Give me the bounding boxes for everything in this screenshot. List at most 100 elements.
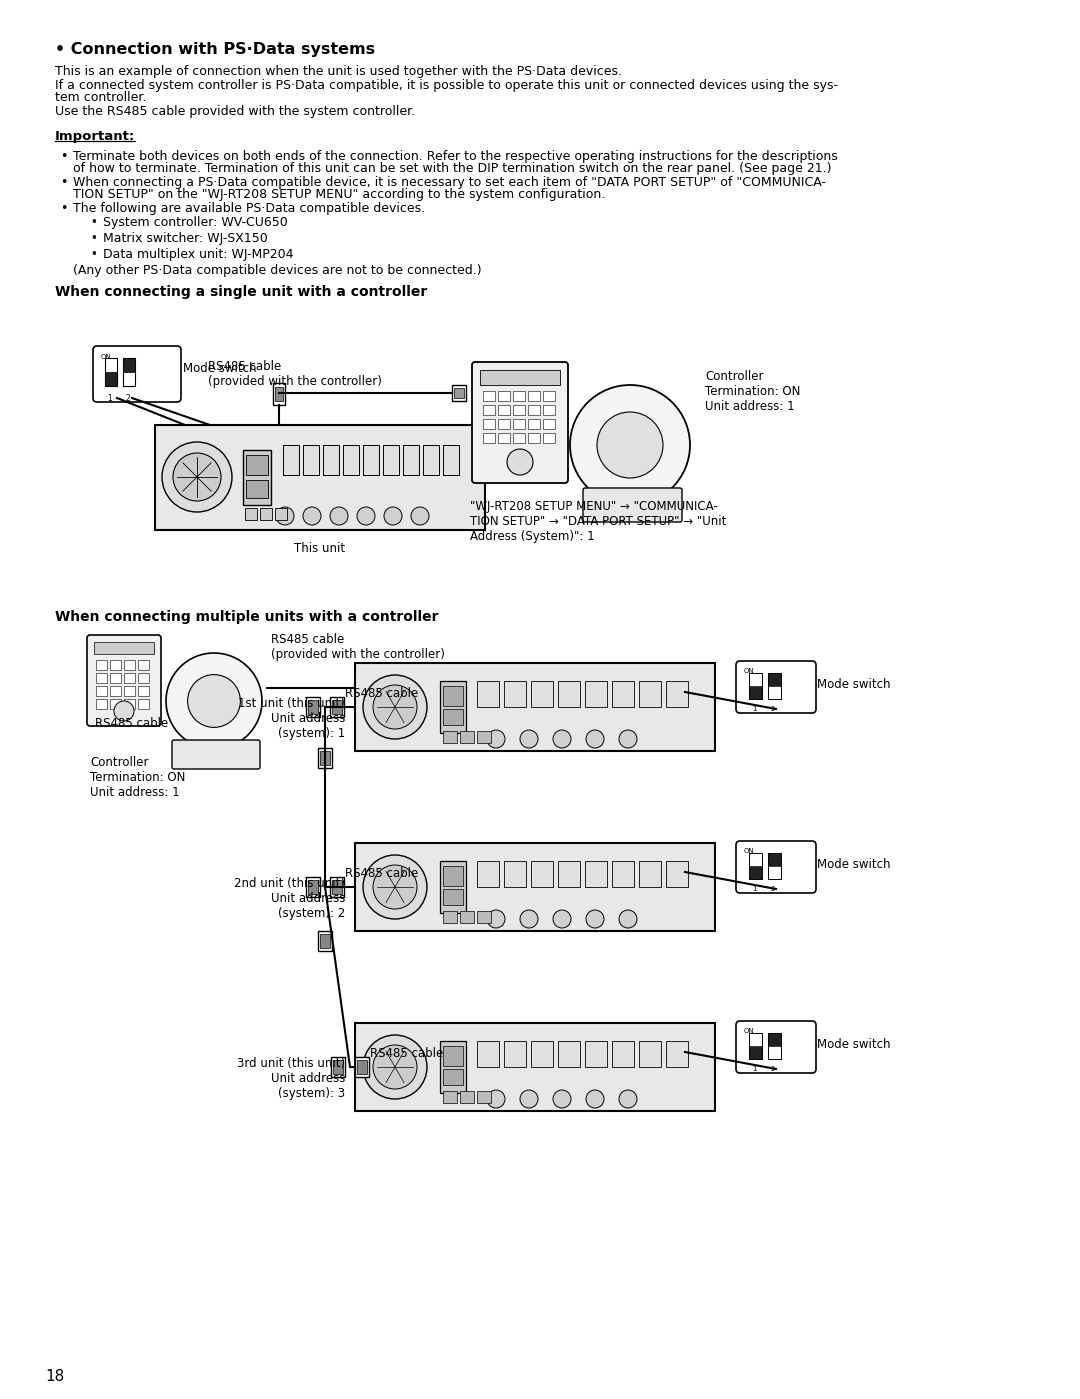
- Text: RS485 cable
(provided with the controller): RS485 cable (provided with the controlle…: [271, 632, 445, 660]
- Bar: [440, 681, 465, 733]
- Text: ON: ON: [744, 848, 755, 853]
- Bar: [480, 369, 561, 385]
- Bar: [246, 455, 268, 476]
- Bar: [330, 877, 345, 897]
- Bar: [443, 686, 463, 706]
- Bar: [260, 508, 272, 520]
- Text: This unit: This unit: [295, 541, 346, 555]
- Bar: [306, 877, 320, 897]
- Bar: [443, 911, 457, 923]
- Text: •: •: [60, 150, 67, 164]
- Bar: [477, 681, 499, 706]
- Circle shape: [519, 1090, 538, 1108]
- Bar: [528, 418, 540, 429]
- Text: 2: 2: [771, 886, 775, 893]
- Text: tem controller.: tem controller.: [55, 91, 147, 104]
- Bar: [96, 673, 107, 683]
- Text: RS485 cable
(provided with the controller): RS485 cable (provided with the controlle…: [208, 360, 382, 388]
- Circle shape: [619, 1090, 637, 1108]
- Bar: [318, 930, 332, 951]
- Bar: [318, 748, 332, 768]
- Bar: [639, 681, 661, 706]
- Bar: [443, 866, 463, 886]
- Bar: [528, 404, 540, 416]
- Bar: [138, 673, 149, 683]
- Text: Mode switch: Mode switch: [816, 1038, 891, 1051]
- Circle shape: [373, 686, 417, 729]
- Circle shape: [519, 730, 538, 748]
- Bar: [531, 681, 553, 706]
- Text: RS485 cable: RS485 cable: [370, 1046, 443, 1060]
- Bar: [105, 358, 117, 386]
- Bar: [454, 388, 464, 397]
- Text: ON: ON: [744, 667, 755, 674]
- Bar: [138, 660, 149, 670]
- FancyBboxPatch shape: [472, 362, 568, 483]
- Bar: [273, 383, 285, 404]
- Text: RS485 cable: RS485 cable: [345, 867, 418, 880]
- Bar: [666, 681, 688, 706]
- FancyBboxPatch shape: [172, 740, 260, 769]
- Circle shape: [303, 506, 321, 525]
- Bar: [528, 390, 540, 402]
- Text: 1: 1: [752, 1066, 756, 1072]
- Text: 1st unit (this unit)
Unit address
(system): 1: 1st unit (this unit) Unit address (syste…: [238, 697, 345, 740]
- Bar: [639, 1041, 661, 1067]
- Bar: [498, 434, 510, 443]
- Bar: [332, 700, 342, 713]
- Bar: [531, 1041, 553, 1067]
- Bar: [768, 1032, 781, 1059]
- Bar: [105, 372, 117, 386]
- Bar: [460, 911, 474, 923]
- Bar: [477, 1041, 499, 1067]
- Circle shape: [166, 653, 262, 748]
- Text: ON: ON: [744, 1028, 755, 1034]
- Bar: [558, 681, 580, 706]
- Text: This is an example of connection when the unit is used together with the PS·Data: This is an example of connection when th…: [55, 64, 622, 78]
- Bar: [750, 686, 762, 700]
- Bar: [460, 1091, 474, 1102]
- Bar: [138, 686, 149, 695]
- Bar: [94, 642, 154, 653]
- Circle shape: [384, 506, 402, 525]
- Bar: [283, 445, 299, 476]
- Bar: [768, 673, 781, 700]
- Bar: [156, 425, 485, 530]
- Bar: [750, 1032, 762, 1059]
- Bar: [443, 888, 463, 905]
- Bar: [498, 418, 510, 429]
- Bar: [768, 853, 781, 879]
- Bar: [96, 686, 107, 695]
- Text: Matrix switcher: WJ-SX150: Matrix switcher: WJ-SX150: [103, 232, 268, 245]
- Bar: [477, 1091, 491, 1102]
- Bar: [585, 1041, 607, 1067]
- Bar: [124, 660, 135, 670]
- Bar: [531, 860, 553, 887]
- Bar: [245, 508, 257, 520]
- Text: Mode switch: Mode switch: [183, 362, 257, 375]
- Bar: [498, 390, 510, 402]
- Bar: [443, 1091, 457, 1102]
- Bar: [585, 681, 607, 706]
- Text: When connecting a PS·Data compatible device, it is necessary to set each item of: When connecting a PS·Data compatible dev…: [73, 176, 826, 189]
- Text: Mode switch: Mode switch: [816, 677, 891, 691]
- Bar: [243, 450, 271, 505]
- Bar: [513, 418, 525, 429]
- Text: 1: 1: [108, 395, 112, 403]
- Bar: [666, 1041, 688, 1067]
- Text: RS485 cable: RS485 cable: [345, 687, 418, 700]
- Bar: [543, 418, 555, 429]
- Circle shape: [597, 411, 663, 478]
- Bar: [123, 358, 135, 386]
- Bar: [768, 1032, 781, 1046]
- Bar: [528, 434, 540, 443]
- Bar: [332, 880, 342, 894]
- Bar: [423, 445, 438, 476]
- Text: of how to terminate. Termination of this unit can be set with the DIP terminatio: of how to terminate. Termination of this…: [73, 162, 832, 175]
- Circle shape: [276, 506, 294, 525]
- Bar: [110, 660, 121, 670]
- Bar: [504, 681, 526, 706]
- Circle shape: [373, 1045, 417, 1088]
- Bar: [110, 686, 121, 695]
- Text: 1: 1: [752, 886, 756, 893]
